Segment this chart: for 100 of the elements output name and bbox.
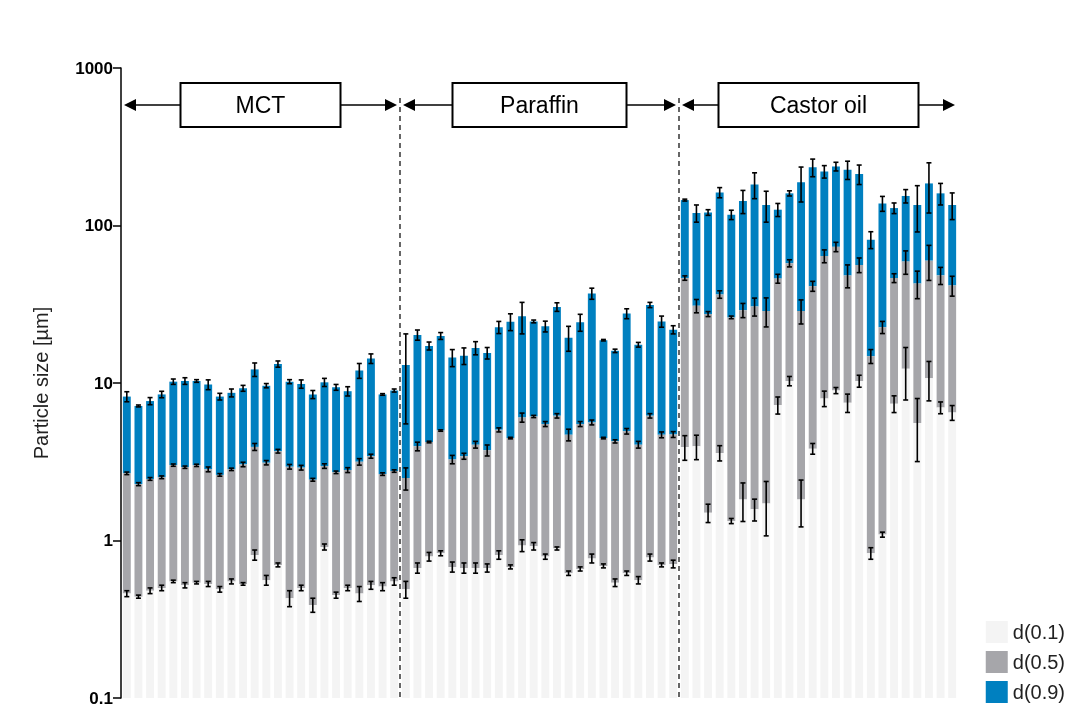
bar [878,327,887,535]
bar [866,239,875,357]
bar [924,260,933,379]
bar [564,434,573,574]
bar [704,314,713,513]
bar [332,387,341,473]
bar [913,283,922,424]
bar [134,484,143,597]
bar [680,200,689,279]
bar [878,534,887,698]
legend-label: d(0.9) [1012,681,1065,703]
bar [552,306,561,416]
bar [250,369,259,447]
bar [831,390,840,698]
bar [122,593,131,698]
bar [227,392,236,470]
bar [273,564,282,698]
bar [436,335,445,431]
bar [913,204,922,284]
bar [192,582,201,698]
bar [936,193,945,276]
bar [704,512,713,698]
bar [146,478,155,591]
bar [436,553,445,698]
bar [413,334,422,447]
bar [808,448,817,698]
bar [750,509,759,698]
bar [599,438,608,566]
y-tick-label: 1000 [75,58,113,78]
bar [355,593,364,698]
bar [866,553,875,698]
bar [529,321,538,417]
bar [634,444,643,581]
bar [727,214,736,318]
bar [680,446,689,698]
bar [541,326,550,425]
bar [169,581,178,698]
bar [727,317,736,521]
bar [715,294,724,453]
bar [215,589,224,698]
bar [552,548,561,698]
bar [425,345,434,443]
bar [657,564,666,698]
bar [529,416,538,547]
bar [134,596,143,698]
bar [413,446,422,568]
bar [157,394,166,478]
bar [262,385,271,463]
bar [459,567,468,698]
bar [785,263,794,381]
bar [878,203,887,328]
bar [692,305,701,447]
bar [343,391,352,471]
y-axis-title: Particle size [µm] [30,306,52,460]
bar [297,467,306,588]
bar [157,587,166,698]
bar [901,195,910,262]
bar [378,586,387,698]
bar [343,470,352,588]
bar [587,293,596,423]
bar [843,402,852,698]
bar [622,313,631,432]
bar [390,390,399,472]
bar [146,590,155,698]
bar [204,469,213,584]
bar [587,422,596,559]
bar [587,558,596,698]
bar [471,567,480,698]
annotation: Paraffin [500,92,579,118]
bar [483,450,492,568]
bar [738,310,747,500]
bar [890,208,899,279]
bar [471,444,480,568]
bar [948,204,957,286]
bar [622,431,631,574]
bar [773,209,782,279]
bar [738,201,747,311]
bar [250,446,259,555]
bar [215,396,224,475]
bar [750,184,759,307]
bar [320,382,329,467]
bar [645,304,654,416]
bar [576,322,585,425]
bar [669,563,678,698]
bar [704,212,713,315]
bar [215,474,224,590]
bar [611,350,620,442]
y-tick-label: 0.1 [89,688,113,708]
bar [541,424,550,557]
bar [808,286,817,449]
bar [634,580,643,698]
bar [332,595,341,698]
bar [285,598,294,698]
bar [901,368,910,698]
bar [936,407,945,698]
bar [692,446,701,698]
bar [239,583,248,698]
bar [459,355,468,457]
bar [157,477,166,588]
bar [401,478,410,590]
